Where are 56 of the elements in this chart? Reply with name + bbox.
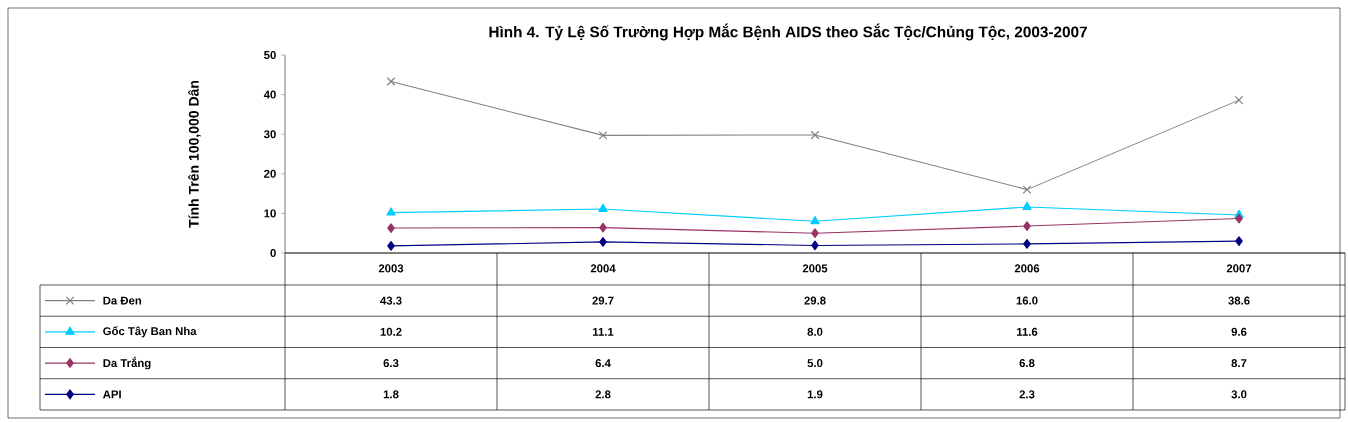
point xyxy=(1234,95,1244,105)
data-label: 29.8 xyxy=(804,296,826,305)
chart-title: Hình 4. Tỷ Lệ Số Trường Hợp Mắc Bệnh AIDS theo Sắc Tộc/Chủng Tộc, 2003-2007 xyxy=(489,23,1087,41)
data-label: 43.3 xyxy=(380,296,402,305)
data-label: 5.0 xyxy=(807,359,823,368)
y-tick-label: 10 xyxy=(264,209,276,218)
point xyxy=(810,130,820,140)
data-label: 38.6 xyxy=(1228,296,1250,305)
data-label: 1.8 xyxy=(383,390,399,399)
data-label: 6.4 xyxy=(595,359,611,368)
point xyxy=(386,77,396,86)
point xyxy=(598,131,608,140)
x-tick-label: 2006 xyxy=(1014,264,1040,273)
point xyxy=(599,222,607,233)
data-label: 6.3 xyxy=(383,359,399,368)
point xyxy=(810,216,820,225)
point xyxy=(1022,185,1032,194)
y-tick-label: 30 xyxy=(263,130,276,139)
point xyxy=(1235,213,1243,224)
y-tick-label: 20 xyxy=(264,169,276,178)
point xyxy=(1023,221,1031,231)
data-label: 10.2 xyxy=(380,327,402,336)
data-label: 11.1 xyxy=(593,327,614,336)
point xyxy=(387,240,395,251)
legend-label: Da Trắng xyxy=(103,356,151,370)
point xyxy=(811,240,819,251)
data-label: 16.0 xyxy=(1016,296,1038,305)
data-label: 29.7 xyxy=(592,296,614,305)
data-label: 3.0 xyxy=(1231,390,1247,399)
point xyxy=(599,237,607,247)
point xyxy=(598,203,608,212)
y-tick-label: 0 xyxy=(270,248,276,257)
point xyxy=(811,228,819,239)
y-tick-label: 50 xyxy=(264,50,276,59)
data-label: 11.6 xyxy=(1017,327,1038,336)
x-tick-label: 2007 xyxy=(1226,264,1252,273)
y-axis-title: Tính Trên 100,000 Dân xyxy=(188,80,201,228)
point xyxy=(1022,201,1032,210)
data-label: 6.8 xyxy=(1019,359,1035,368)
legend-label: Da Đen xyxy=(103,296,142,305)
point xyxy=(1023,239,1031,249)
data-label: 9.6 xyxy=(1231,327,1247,336)
legend-label: API xyxy=(103,390,121,399)
point xyxy=(386,207,396,216)
point xyxy=(1235,236,1243,246)
x-tick-label: 2003 xyxy=(378,264,404,273)
legend-label: Gốc Tây Ban Nha xyxy=(103,326,197,338)
x-tick-label: 2005 xyxy=(802,264,828,273)
data-label: 8.0 xyxy=(807,327,823,336)
point xyxy=(387,223,395,233)
data-label: 8.7 xyxy=(1231,359,1247,368)
data-label: 2.3 xyxy=(1019,390,1035,399)
data-label: 2.8 xyxy=(595,390,611,399)
x-tick-label: 2004 xyxy=(590,264,616,273)
data-label: 1.9 xyxy=(807,390,823,399)
y-tick-label: 40 xyxy=(263,90,276,99)
